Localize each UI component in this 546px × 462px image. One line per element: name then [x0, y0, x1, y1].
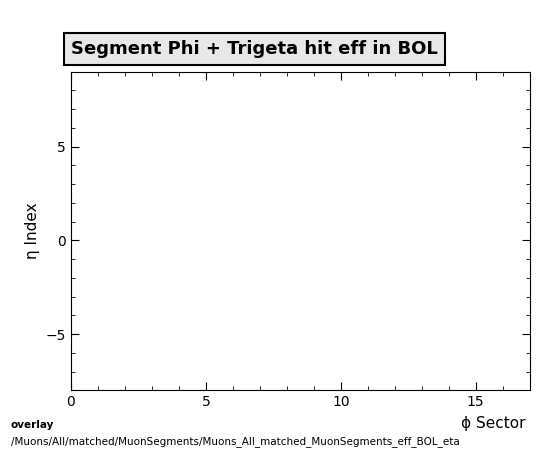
Y-axis label: η Index: η Index	[25, 203, 40, 259]
Text: Segment Phi + Trigeta hit eff in BOL: Segment Phi + Trigeta hit eff in BOL	[71, 40, 438, 58]
X-axis label: ϕ Sector: ϕ Sector	[461, 416, 525, 431]
Text: overlay: overlay	[11, 420, 54, 431]
Text: /Muons/All/matched/MuonSegments/Muons_All_matched_MuonSegments_eff_BOL_eta: /Muons/All/matched/MuonSegments/Muons_Al…	[11, 437, 460, 448]
